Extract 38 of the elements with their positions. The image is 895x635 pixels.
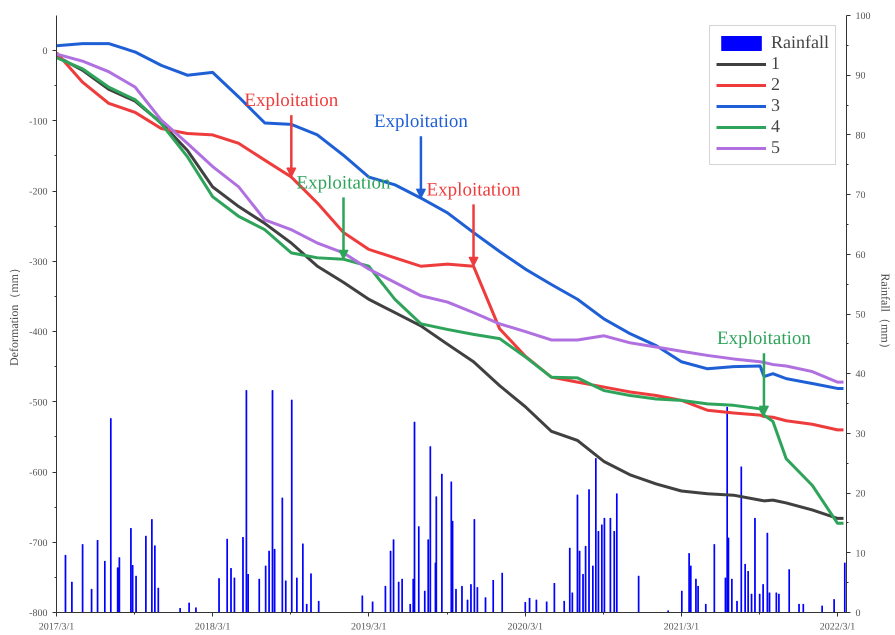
x-tick-label: 2021/3/1 <box>664 622 700 632</box>
y-tick-label: -500 <box>29 397 48 408</box>
y2-tick-label: 100 <box>856 11 870 22</box>
y-tick-label: -800 <box>29 608 48 619</box>
x-tick-label: 2018/3/1 <box>194 622 230 632</box>
y2-tick-label: 90 <box>856 70 866 82</box>
y2-tick-label: 30 <box>856 428 866 440</box>
annotation: Exploitation <box>426 179 521 200</box>
legend-label: 4 <box>771 116 782 137</box>
y-tick-label: -100 <box>29 116 48 128</box>
legend-label: 2 <box>771 74 782 95</box>
y2-tick-label: 20 <box>856 488 866 500</box>
y-tick-label: -300 <box>29 256 48 268</box>
y-axis-title: Deformation（mm） <box>7 262 22 366</box>
y-tick-label: -200 <box>29 186 48 198</box>
legend-label: 3 <box>771 95 782 116</box>
y2-tick-label: 0 <box>856 608 860 619</box>
annotation: Exploitation <box>716 328 812 350</box>
y2-tick-label: 50 <box>856 310 866 320</box>
y2-tick-label: 40 <box>856 369 866 380</box>
y2-tick-label: 80 <box>856 130 866 142</box>
y2-tick-label: 70 <box>856 190 866 202</box>
annotation: Exploitation <box>374 111 468 132</box>
legend-label: 5 <box>771 137 782 158</box>
x-tick-label: 2017/3/1 <box>38 622 74 632</box>
y2-tick-label: 10 <box>856 548 866 560</box>
legend-label: Rainfall <box>771 32 829 53</box>
y2-tick-label: 60 <box>856 250 866 261</box>
x-tick-label: 2022/3/1 <box>820 622 856 632</box>
legend-label: 1 <box>771 53 782 74</box>
y-tick-label: -700 <box>29 538 48 549</box>
y2-axis-title: Rainfall（mm） <box>878 273 892 355</box>
y-tick-label: -600 <box>29 468 48 479</box>
annotation: Exploitation <box>244 90 339 112</box>
y-tick-label: 0 <box>42 46 48 58</box>
x-tick-label: 2019/3/1 <box>350 622 387 632</box>
y-tick-label: -400 <box>29 327 48 338</box>
x-tick-label: 2020/3/1 <box>508 622 544 632</box>
